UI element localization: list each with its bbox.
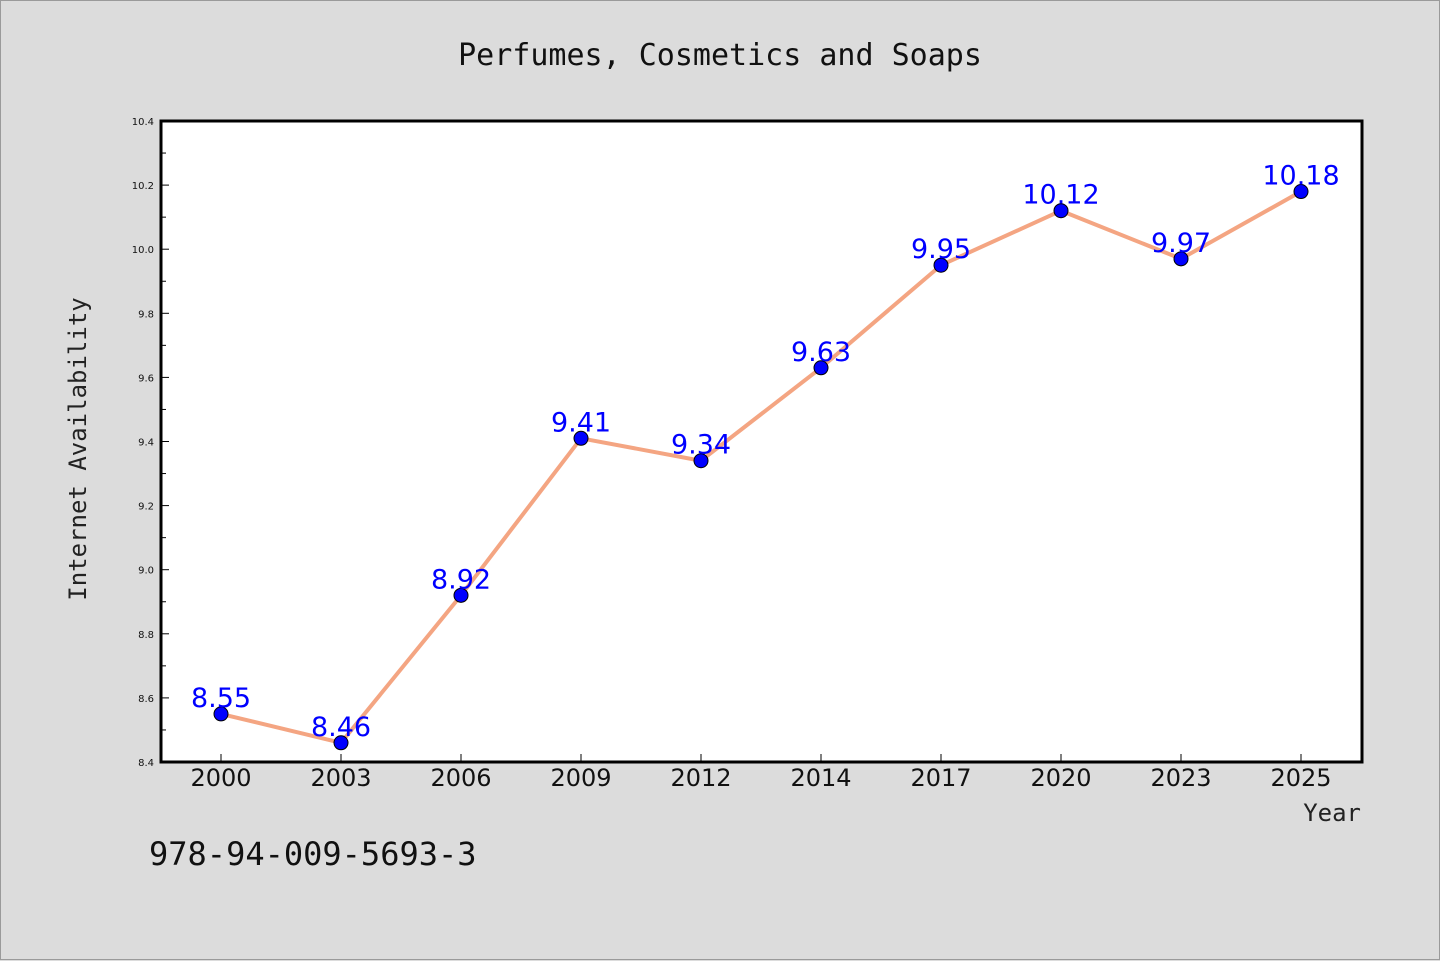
plot-border — [159, 119, 1364, 764]
y-tick-label: 9.0 — [138, 566, 154, 577]
x-tick-label: 2023 — [1150, 764, 1211, 792]
x-tick-label: 2006 — [430, 764, 491, 792]
chart-title: Perfumes, Cosmetics and Soaps — [458, 38, 982, 73]
y-axis-title: Internet Availability — [64, 297, 92, 600]
x-axis-title: Year — [1303, 799, 1361, 827]
data-point — [933, 257, 949, 273]
x-tick-label: 2014 — [790, 764, 851, 792]
series-line — [220, 189, 1302, 745]
data-point — [573, 430, 589, 446]
y-tick-label: 9.2 — [138, 502, 154, 513]
x-tick-label: 2017 — [910, 764, 971, 792]
data-label: 10.12 — [1022, 180, 1099, 211]
y-tick-label: 10.2 — [132, 181, 154, 192]
data-label: 9.63 — [791, 337, 851, 368]
y-tick-label: 9.6 — [138, 373, 154, 384]
y-tick-label: 10.4 — [132, 117, 154, 128]
data-label: 9.41 — [551, 407, 611, 438]
y-tick-label: 10.0 — [132, 245, 154, 256]
data-label: 9.95 — [911, 234, 971, 265]
series-layer: 8.55 8.46 8.92 9.41 9.34 9.63 9.95 10.12 9.97 10.… — [191, 161, 1340, 751]
y-tick-label: 9.4 — [138, 438, 154, 449]
data-point — [1293, 184, 1309, 200]
data-label: 8.46 — [311, 712, 371, 743]
data-point — [813, 360, 829, 376]
y-tick-label: 8.4 — [138, 758, 154, 769]
y-tick-label: 8.6 — [138, 694, 154, 705]
isbn-label: 978-94-009-5693-3 — [149, 835, 477, 873]
data-label: 8.92 — [431, 564, 491, 595]
x-tick-label: 2003 — [310, 764, 371, 792]
data-point — [333, 735, 349, 751]
x-axis-ticks: 2000 2003 2006 2009 2012 2014 2017 2020 2023 2025 — [190, 754, 1332, 792]
data-label: 9.34 — [671, 430, 731, 461]
y-tick-label: 8.8 — [138, 630, 154, 641]
data-label: 9.97 — [1151, 228, 1211, 259]
data-point — [693, 453, 709, 469]
data-label: 10.18 — [1262, 161, 1339, 192]
x-tick-label: 2020 — [1030, 764, 1091, 792]
x-tick-label: 2000 — [190, 764, 251, 792]
x-tick-label: 2009 — [550, 764, 611, 792]
data-point — [453, 587, 469, 603]
y-tick-label: 9.8 — [138, 309, 154, 320]
data-point — [1173, 251, 1189, 267]
data-point — [213, 706, 229, 722]
data-point — [1053, 203, 1069, 219]
x-tick-label: 2012 — [670, 764, 731, 792]
y-axis-ticks: 8.4 8.6 8.8 9.0 9.2 9.4 9.6 9.8 10.0 10.2 10.4 — [132, 117, 169, 769]
x-tick-label: 2025 — [1270, 764, 1331, 792]
data-label: 8.55 — [191, 683, 251, 714]
plot-area — [161, 121, 1362, 762]
